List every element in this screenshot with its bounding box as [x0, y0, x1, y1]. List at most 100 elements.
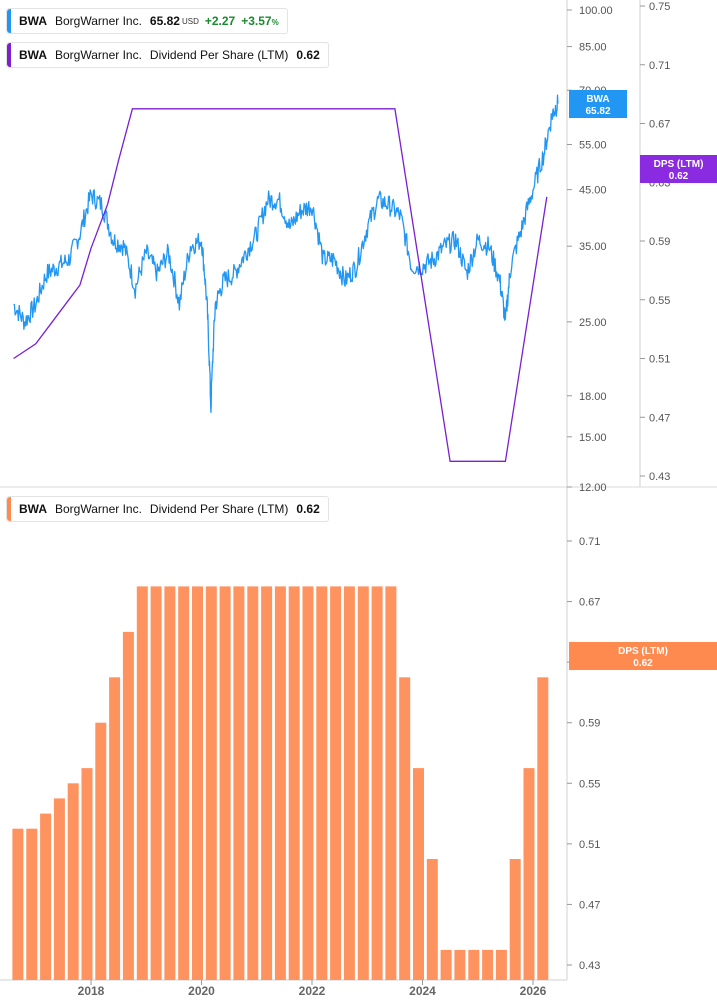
legend-metric: Dividend Per Share (LTM)	[149, 48, 289, 62]
dps-axis-label: 0.75	[649, 1, 670, 13]
dps-bar	[330, 586, 342, 980]
bar-axis-label: 0.43	[579, 960, 600, 972]
dps-bar	[495, 949, 507, 980]
dps-bar	[468, 949, 480, 980]
dps-bar	[192, 586, 203, 980]
legend-ticker: BWA	[19, 48, 47, 62]
dps-legend-color	[7, 497, 11, 521]
x-axis-label: 2024	[409, 984, 436, 998]
dps-bar	[426, 859, 438, 980]
dps-bar	[371, 586, 383, 980]
dps-bar	[53, 798, 65, 980]
dps-legend-color	[7, 43, 11, 67]
dps-axis-label: 0.43	[649, 471, 670, 483]
dps-bar	[274, 586, 286, 980]
dps-bar	[357, 586, 369, 980]
legend-metric: Dividend Per Share (LTM)	[149, 502, 289, 516]
dps-line	[13, 108, 548, 462]
price-axis-label: 55.00	[579, 139, 607, 151]
dps-tag-top-label: DPS (LTM)	[654, 159, 704, 170]
dps-legend-bottom[interactable]: BWA BorgWarner Inc. Dividend Per Share (…	[6, 496, 329, 522]
dps-tag-top-value: 0.62	[669, 171, 689, 182]
price-legend-color	[7, 9, 11, 33]
dps-axis-label: 0.51	[649, 354, 670, 366]
dps-bar	[136, 586, 148, 980]
dps-bar	[67, 783, 79, 980]
dps-bar	[12, 828, 24, 980]
dps-bar	[40, 813, 52, 980]
dps-legend-top[interactable]: BWA BorgWarner Inc. Dividend Per Share (…	[6, 42, 329, 68]
dps-bar	[247, 586, 259, 980]
dps-bar	[454, 949, 466, 980]
dps-bar	[316, 586, 328, 980]
legend-currency: USD	[181, 16, 199, 26]
dps-tag-bottom-value: 0.62	[633, 658, 653, 669]
price-axis-label: 18.00	[579, 391, 607, 403]
bar-axis-label: 0.71	[579, 536, 600, 548]
bar-axis-label: 0.55	[579, 778, 600, 790]
dps-bar	[385, 586, 397, 980]
dps-bar	[122, 631, 134, 980]
dps-bar	[482, 949, 494, 980]
dps-bar	[219, 586, 231, 980]
x-axis-label: 2022	[299, 984, 326, 998]
dps-bar	[399, 677, 411, 980]
dps-bar	[302, 586, 314, 980]
legend-ticker: BWA	[19, 502, 47, 516]
dps-bar	[537, 677, 549, 980]
dps-axis-label: 0.47	[649, 412, 670, 424]
legend-change-pct: +3.57%	[241, 14, 279, 28]
dps-bar	[261, 586, 273, 980]
dps-bar	[164, 586, 176, 980]
price-tag-label: BWA	[586, 94, 609, 105]
price-tag-value: 65.82	[585, 106, 610, 117]
dps-bar	[413, 768, 424, 980]
price-line	[13, 94, 559, 413]
legend-company: BorgWarner Inc.	[55, 48, 142, 62]
bar-axis-label: 0.47	[579, 899, 600, 911]
dps-bar	[95, 722, 107, 980]
x-axis-label: 2020	[188, 984, 215, 998]
price-axis-label: 12.00	[579, 482, 607, 494]
price-axis-label: 85.00	[579, 42, 607, 54]
dps-bar	[109, 677, 121, 980]
dps-axis-label: 0.71	[649, 60, 670, 72]
dps-bar	[81, 768, 93, 980]
dps-bar	[26, 828, 38, 980]
dps-bar	[288, 586, 300, 980]
legend-change: +2.27	[204, 14, 236, 28]
price-axis-label: 25.00	[579, 317, 607, 329]
legend-company: BorgWarner Inc.	[55, 502, 142, 516]
x-axis-label: 2026	[520, 984, 547, 998]
dps-tag-bottom-bg	[569, 642, 717, 670]
dps-axis-label: 0.59	[649, 236, 670, 248]
price-tag-bg	[569, 90, 627, 118]
price-axis-label: 35.00	[579, 241, 607, 253]
dps-tag-top: DPS (LTM)0.62	[640, 155, 717, 183]
dps-bar	[178, 586, 190, 980]
dps-axis-label: 0.55	[649, 295, 670, 307]
dps-bar	[205, 586, 217, 980]
bar-axis-label: 0.67	[579, 597, 600, 609]
dps-bar	[343, 586, 355, 980]
dps-bar	[150, 586, 162, 980]
dps-tag-top-bg	[640, 155, 717, 183]
dps-bar	[523, 768, 535, 980]
legend-dps-value: 0.62	[296, 48, 320, 62]
dps-bar	[509, 859, 521, 980]
legend-ticker: BWA	[19, 14, 47, 28]
price-axis-label: 15.00	[579, 432, 607, 444]
bar-axis-label: 0.59	[579, 718, 600, 730]
price-axis-label: 100.00	[579, 5, 613, 17]
legend-price: 65.82	[149, 14, 180, 28]
legend-dps-value: 0.62	[296, 502, 320, 516]
price-axis-label: 45.00	[579, 185, 607, 197]
dps-tag-bottom-label: DPS (LTM)	[618, 646, 668, 657]
dps-axis-label: 0.67	[649, 119, 670, 131]
x-axis-label: 2018	[78, 984, 105, 998]
dps-bar	[440, 949, 452, 980]
legend-company: BorgWarner Inc.	[55, 14, 142, 28]
price-legend[interactable]: BWA BorgWarner Inc. 65.82 USD +2.27 +3.5…	[6, 8, 288, 34]
dps-bar	[233, 586, 245, 980]
